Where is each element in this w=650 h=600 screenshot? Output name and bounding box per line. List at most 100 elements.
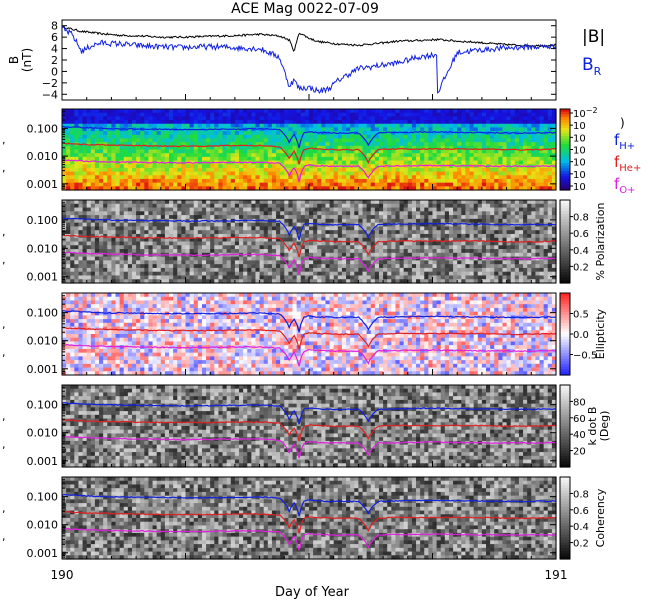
spectrogram-cell <box>420 241 425 246</box>
spectrogram-cell <box>366 112 372 117</box>
spectrogram-cell <box>370 149 376 154</box>
spectrogram-cell <box>189 264 195 269</box>
spectrogram-cell <box>354 249 359 254</box>
spectrogram-cell <box>453 256 458 261</box>
spectrogram-cell <box>391 182 397 187</box>
spectrogram-cell <box>448 260 454 265</box>
spectrogram-cell <box>131 252 137 258</box>
spectrogram-cell <box>387 222 392 228</box>
spectrogram-cell <box>284 123 290 129</box>
gyrofrequency-line-fHe <box>61 142 556 165</box>
spectrogram-cell <box>144 267 150 273</box>
spectrogram-cell <box>296 167 302 173</box>
spectrogram-cell <box>378 267 384 273</box>
spectrogram-cell <box>210 164 215 169</box>
spectrogram-cell <box>214 134 220 140</box>
spectrogram-cell <box>543 142 549 147</box>
spectrogram-cell <box>313 226 318 231</box>
spectrogram-cell <box>271 230 277 235</box>
spectrogram-cell <box>234 233 240 239</box>
spectrogram-cell <box>523 182 528 187</box>
spectrogram-cell <box>448 182 454 187</box>
spectrogram-cell <box>321 249 327 254</box>
spectrogram-cell <box>341 182 347 187</box>
spectrogram-cell <box>234 203 240 209</box>
spectrogram-cell <box>107 153 112 158</box>
spectrogram-cell <box>407 279 413 284</box>
spectrogram-cell <box>296 203 302 209</box>
spectrogram-cell <box>70 211 75 216</box>
spectrogram-cell <box>222 241 228 246</box>
spectrogram-cell <box>350 142 355 147</box>
spectrogram-cell <box>448 233 454 239</box>
spectrogram-cell <box>218 123 224 129</box>
spectrogram-cell <box>115 222 121 228</box>
spectrogram-cell <box>453 120 458 125</box>
spectrogram-cell <box>411 171 417 176</box>
spectrogram-cell <box>416 127 421 132</box>
spectrogram-cell <box>218 175 224 180</box>
spectrogram-cell <box>164 109 170 114</box>
spectrogram-cell <box>271 116 277 121</box>
spectrogram-cell <box>131 245 137 250</box>
spectrogram-cell <box>218 149 224 154</box>
colorbar-step <box>560 173 570 178</box>
spectrogram-cell <box>107 267 112 273</box>
spectrogram-cell <box>99 116 104 121</box>
spectrogram-cell <box>214 200 220 205</box>
spectrogram-cell <box>103 120 108 125</box>
spectrogram-cell <box>206 175 211 180</box>
spectrogram-cell <box>169 178 174 184</box>
spectrogram-cell <box>148 275 154 280</box>
spectrogram-cell <box>428 279 434 284</box>
spectrogram-cell <box>164 164 170 169</box>
spectrogram-cell <box>313 260 318 265</box>
spectrogram-cell <box>416 215 421 220</box>
spectrogram-cell <box>378 120 384 125</box>
spectrogram-cell <box>214 275 220 280</box>
spectrogram-cell <box>378 131 384 136</box>
spectrogram-cell <box>300 215 306 220</box>
spectrogram-cell <box>448 134 454 140</box>
spectrogram-cell <box>346 171 351 176</box>
spectrogram-cell <box>313 171 318 176</box>
spectrogram-cell <box>420 116 425 121</box>
spectrogram-cell <box>346 249 351 254</box>
spectrogram-cell <box>103 186 108 191</box>
spectrogram-cell <box>309 249 314 254</box>
spectrogram-cell <box>78 200 84 205</box>
spectrogram-cell <box>276 267 281 273</box>
spectrogram-cell <box>329 112 335 117</box>
spectrogram-cell <box>90 186 96 191</box>
spectrogram-cell <box>424 186 429 191</box>
spectrogram-cell <box>354 271 359 277</box>
spectrogram-cell <box>94 211 100 216</box>
spectrogram-cell <box>70 260 75 265</box>
spectrogram-cell <box>440 109 446 114</box>
spectrogram-cell <box>160 207 166 212</box>
spectrogram-cell <box>350 186 355 191</box>
spectrogram-cell <box>111 175 117 180</box>
spectrogram-cell <box>358 256 364 261</box>
spectrogram-cell <box>243 230 248 235</box>
spectrogram-cell <box>411 264 417 269</box>
spectrogram-cell <box>486 186 491 191</box>
spectrogram-cell <box>387 171 392 176</box>
spectrogram-cell <box>230 131 236 136</box>
spectrogram-cell <box>259 156 265 162</box>
spectrogram-cell <box>230 215 236 220</box>
spectrogram-cell <box>358 207 364 212</box>
spectrogram-cell <box>82 275 88 280</box>
spectrogram-cell <box>218 279 224 284</box>
spectrogram-cell <box>457 112 462 117</box>
spectrogram-cell <box>210 116 215 121</box>
spectrogram-cell <box>325 275 331 280</box>
spectrogram-cell <box>350 153 355 158</box>
spectrogram-cell <box>337 112 343 117</box>
spectrogram-cell <box>333 171 339 176</box>
spectrogram-cell <box>107 237 112 243</box>
spectrogram-cell <box>276 120 281 125</box>
spectrogram-cell <box>136 207 141 212</box>
spectrogram-cell <box>66 116 71 121</box>
